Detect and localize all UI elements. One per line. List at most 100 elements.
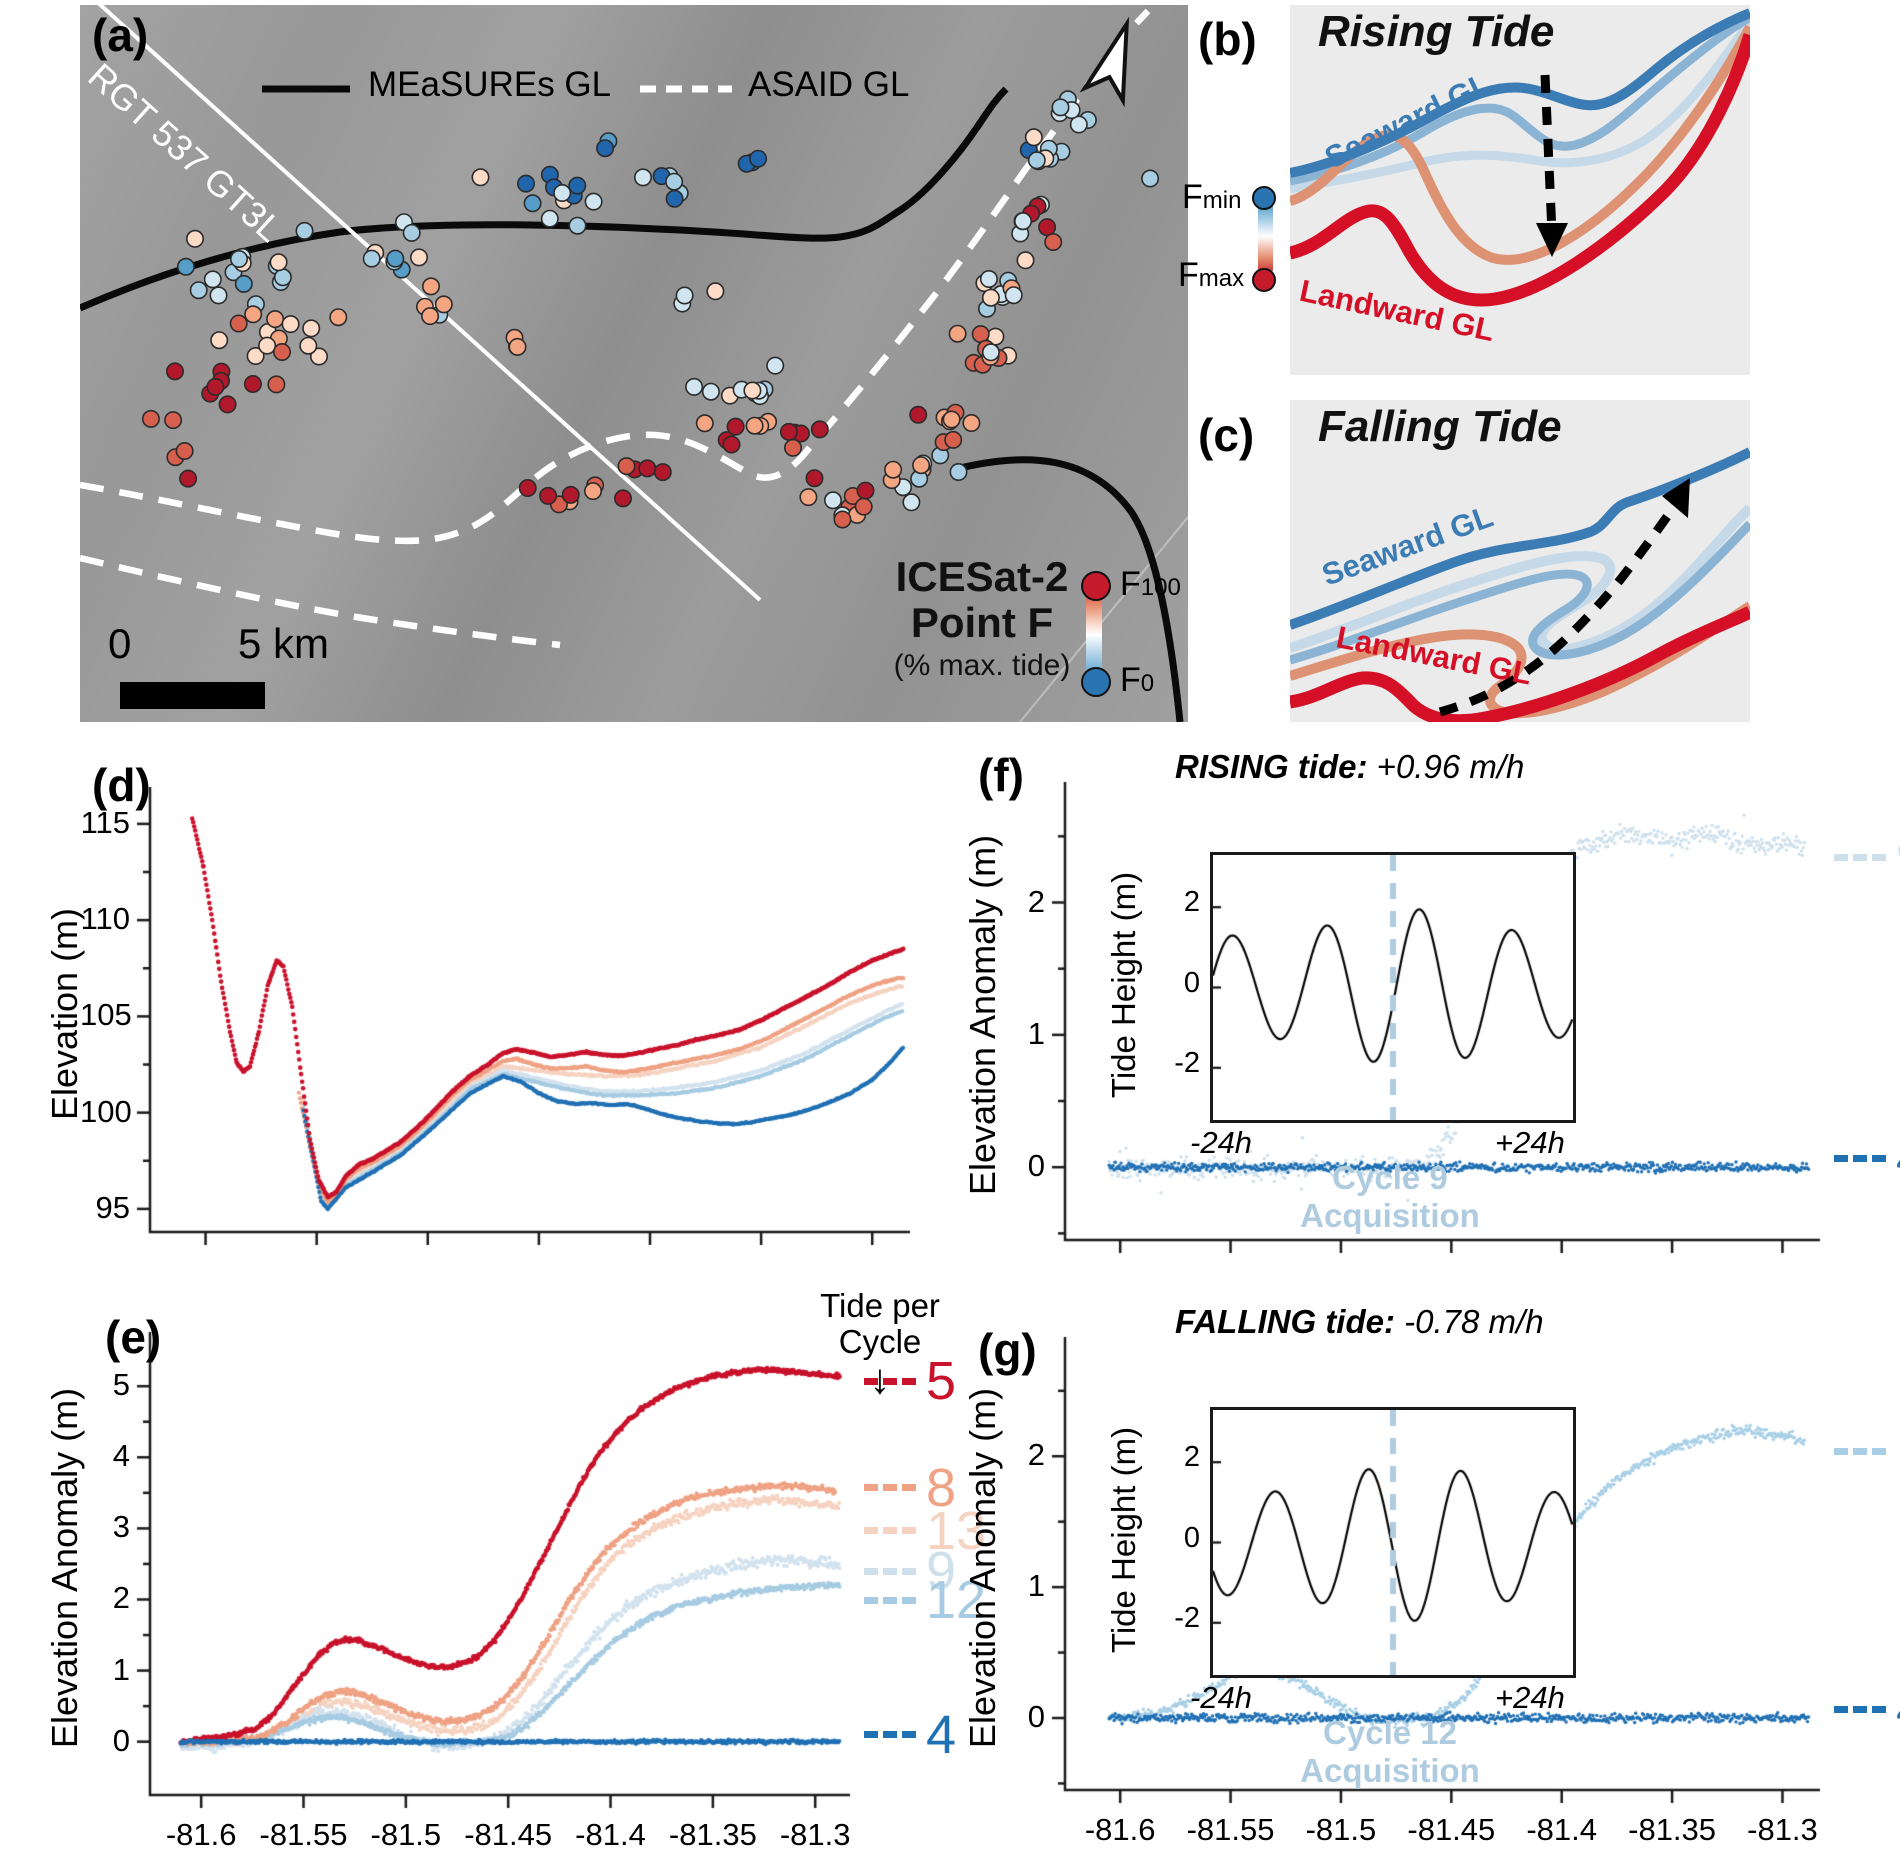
icesat-point	[246, 346, 265, 365]
icesat-point	[266, 310, 285, 329]
inset-ytick: -2	[1174, 1601, 1200, 1634]
colorbar-top-label: F100	[1120, 565, 1181, 604]
acquisition-caption: Cycle 12 Acquisition	[1230, 1714, 1550, 1790]
x-axis-label: Latitude	[1373, 1852, 1513, 1857]
tide-curve-canvas	[1213, 1410, 1573, 1675]
f0-sub: 0	[1140, 670, 1155, 697]
ytick-label: 4	[112, 1438, 130, 1474]
ytick-label: 2	[1027, 1437, 1045, 1473]
y-axis-label: Elevation Anomaly (m)	[962, 1387, 1003, 1748]
icesat-point	[568, 216, 587, 235]
ytick-label: 1	[1027, 1015, 1045, 1051]
icesat-point	[281, 315, 300, 334]
icesat-point	[210, 331, 229, 350]
icesat-point	[1069, 115, 1088, 134]
panel-e-letter: (e)	[105, 1311, 162, 1363]
cycle-dash-icon	[864, 1484, 916, 1492]
icesat-point	[942, 410, 961, 429]
fmax-main: F	[1178, 256, 1199, 294]
icesat-point	[675, 286, 694, 305]
icesat-point	[695, 414, 714, 433]
acquisition-cycle: Cycle 9	[1332, 1159, 1448, 1196]
tide-inset-g	[1210, 1407, 1576, 1678]
icesat-point	[540, 209, 559, 228]
cycle-dash-icon	[1834, 1154, 1886, 1162]
cycle-number: 9	[1896, 828, 1900, 888]
inset-ytick: -2	[1174, 1046, 1200, 1079]
map-subtitle: (% max. tide)	[893, 649, 1071, 682]
xtick-label: -81.45	[1407, 1812, 1496, 1847]
rising-tide-title: Rising Tide	[1318, 7, 1555, 56]
icesat-point	[421, 277, 440, 296]
icesat-point	[1024, 128, 1043, 147]
icesat-point	[302, 319, 321, 338]
cycle-label-4: 4	[864, 1704, 956, 1766]
icesat-point	[981, 343, 1000, 362]
icesat-point	[685, 377, 704, 396]
icesat-point	[516, 174, 535, 193]
map-panel: RGT 537 GT3L 0 5 km ICESat-2 Point F (% …	[80, 5, 1188, 722]
icesat-point	[743, 381, 762, 400]
icesat-point	[258, 336, 277, 355]
icesat-point	[518, 478, 537, 497]
fmin-dot	[1252, 186, 1276, 210]
chart-canvas-d	[80, 740, 960, 1252]
icesat-point	[561, 485, 580, 504]
falling-arrow-shaft	[1438, 495, 1684, 717]
cycle-number: 4	[926, 1704, 957, 1765]
cycle-number: 4	[1896, 1128, 1900, 1188]
icesat-point	[295, 221, 314, 240]
icesat-point	[909, 405, 928, 424]
cycle-dash-icon	[864, 1596, 916, 1604]
icesat-point	[949, 462, 968, 481]
diagram-colorbar	[1258, 196, 1273, 276]
anomaly-chart-rising: 0 1 2 Elevation Anomaly (m) (f) 9 4 RISING tide…	[960, 740, 1900, 1265]
ytick-label: 100	[80, 1093, 132, 1129]
rising-arrow-head	[1536, 223, 1568, 257]
icesat-point	[1013, 212, 1032, 231]
falling-tide-diagram: Falling Tide Seaward GL Landward GL	[1288, 400, 1754, 728]
icesat-point	[1051, 98, 1070, 117]
icesat-point	[299, 336, 318, 355]
tide-per-cycle-label2: Cycle	[838, 1323, 922, 1360]
scale-bar	[120, 682, 265, 709]
fmax-sub: max	[1198, 265, 1245, 292]
ytick-label: 115	[80, 804, 130, 840]
ytick-label: 0	[1027, 1699, 1045, 1734]
xtick-label: -81.35	[668, 1817, 757, 1852]
y-axis-label: Elevation Anomaly (m)	[962, 834, 1003, 1196]
ytick-label: 0	[1027, 1148, 1045, 1184]
icesat-point	[613, 489, 632, 508]
inset-y-axis-label: Tide Height (m)	[1105, 871, 1142, 1098]
f100-sub: 100	[1140, 574, 1181, 601]
icesat-point	[164, 411, 183, 430]
xtick-label: -81.6	[165, 1817, 237, 1852]
icesat-point	[1044, 233, 1063, 252]
panel-g-letter: (g)	[978, 1324, 1037, 1376]
icesat-point	[176, 257, 195, 276]
icesat-point	[962, 413, 981, 432]
icesat-point	[805, 469, 824, 488]
ytick-label: 2	[1027, 883, 1045, 919]
cycle-number: 9	[926, 1541, 957, 1602]
legend-measures-swatch	[262, 85, 350, 93]
xtick-label: -81.3	[1747, 1812, 1818, 1847]
icesat-point	[269, 253, 288, 272]
cycle-number: 4	[1896, 1679, 1900, 1739]
icesat-point	[783, 438, 802, 457]
icesat-point	[186, 229, 205, 248]
icesat-point	[665, 189, 684, 208]
north-arrow-icon	[1079, 16, 1130, 108]
icesat-point	[244, 305, 263, 324]
cycle-dash-icon	[1834, 1447, 1886, 1455]
tide-rate-title: FALLING tide: -0.78 m/h	[1175, 1303, 1544, 1341]
cycle-dash-icon	[864, 1527, 916, 1534]
xtick-label: -81.6	[1084, 1812, 1156, 1847]
icesat-point	[856, 481, 875, 500]
icesat-point	[229, 314, 248, 333]
fmin-sub: min	[1202, 187, 1242, 214]
ytick-label: 2	[112, 1580, 130, 1616]
falling-arrow-head	[1662, 478, 1690, 518]
xtick-label: -81.35	[1628, 1812, 1717, 1847]
